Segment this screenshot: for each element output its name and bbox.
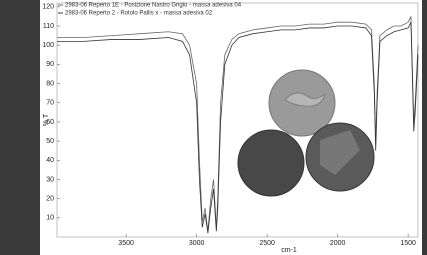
- legend-entry: 2983-06 Reperto 1E - Posizione Nastro Gr…: [65, 3, 242, 9]
- x-tick-label: 2500: [259, 240, 275, 247]
- y-tick-label: 90: [46, 61, 54, 68]
- sample-photo: [238, 130, 304, 196]
- y-tick-label: 30: [46, 176, 54, 183]
- x-tick-label: 2000: [330, 240, 346, 247]
- y-tick-label: 50: [46, 138, 54, 145]
- plot-panel: [40, 0, 422, 255]
- y-tick-label: 120: [42, 4, 54, 11]
- x-axis-label: cm-1: [281, 247, 297, 254]
- legend-entry: 2983-06 Reperto 2 - Rotolo Pallis x - ma…: [65, 11, 213, 17]
- y-tick-label: 20: [46, 195, 54, 202]
- y-tick-label: 60: [46, 119, 54, 126]
- y-tick-label: 110: [43, 23, 54, 30]
- x-tick-label: 3500: [118, 240, 134, 247]
- y-tick-label: 10: [46, 215, 54, 222]
- x-tick-label: 3000: [189, 240, 205, 247]
- chart: 2983-06 Reperto 1E - Posizione Nastro Gr…: [0, 0, 427, 255]
- y-tick-label: 80: [46, 80, 54, 87]
- y-tick-label: 40: [46, 157, 54, 164]
- y-tick-label: 70: [46, 100, 54, 107]
- y-tick-label: 100: [42, 42, 54, 49]
- x-tick-label: 1500: [400, 240, 416, 247]
